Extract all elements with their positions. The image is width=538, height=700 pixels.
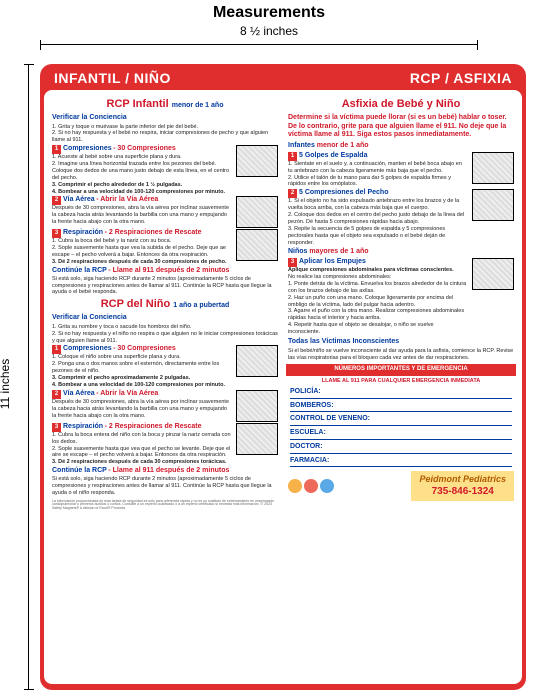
header-left: INFANTIL / NIÑO: [54, 70, 171, 86]
all-victims-text: Si el bebé/niño se vuelve inconsciente a…: [288, 348, 514, 362]
contact-bomberos: BOMBEROS:: [290, 399, 512, 413]
height-label: 11 inches: [0, 359, 12, 409]
infants-label: Infantes menor de 1 año: [288, 142, 514, 151]
horizontal-ruler: [40, 40, 478, 50]
child-step-3: 3Respiración - 2 Respiraciones de Rescat…: [52, 423, 278, 466]
card-header: INFANTIL / NIÑO RCP / ASFIXIA: [44, 68, 522, 90]
infant-step-1: 1Compresiones - 30 Compresiones 1. Acues…: [52, 145, 278, 195]
illustration-compressions-child: [236, 345, 278, 377]
contact-farmacia: FARMACIA:: [290, 454, 512, 468]
card: INFANTIL / NIÑO RCP / ASFIXIA RCP Infant…: [40, 64, 526, 690]
all-victims-title: Todas las Víctimas Inconscientes: [288, 338, 514, 347]
measurements-title: Measurements: [0, 0, 538, 24]
footer-logo-row: Peidmont Pediatrics 735-846-1324: [288, 471, 514, 501]
practice-name: Peidmont Pediatrics: [419, 474, 506, 485]
infant-continue: Continúe la RCP - Llame al 911 después d…: [52, 267, 278, 296]
left-column: RCP Infantil menor de 1 año Verificar la…: [52, 96, 278, 511]
fineprint: La información proporcionada en esta tar…: [52, 500, 278, 512]
rcp-nino-title: RCP del Niño 1 año a pubertad: [52, 298, 278, 312]
illustration-airway-infant: [236, 196, 278, 228]
practice-phone: 735-846-1324: [419, 486, 506, 499]
child-step-1: 1Compresiones - 30 Compresiones 1. Coloq…: [52, 345, 278, 388]
child-continue: Continúe la RCP - Llame al 911 después d…: [52, 467, 278, 496]
illustration-compressions-infant: [236, 145, 278, 177]
right-column: Asfixia de Bebé y Niño Determine si la v…: [288, 96, 514, 511]
practice-logo: Peidmont Pediatrics 735-846-1324: [411, 471, 514, 501]
check-lines: 1. Grita y toque o muévase la parte infe…: [52, 124, 278, 145]
emergency-sub: LLAME AL 911 PARA CUALQUIER EMERGENCIA I…: [288, 378, 514, 385]
header-right: RCP / ASFIXIA: [410, 70, 512, 86]
contact-escuela: ESCUELA:: [290, 426, 512, 440]
illustration-breathing-child: [236, 423, 278, 455]
check-conscience-title-2: Verificar la Conciencia: [52, 314, 278, 323]
contact-policia: POLICÍA:: [290, 385, 512, 399]
contact-veneno: CONTROL DE VENENO:: [290, 412, 512, 426]
emergency-band: NÚMEROS IMPORTANTES Y DE EMERGENCIA: [286, 364, 516, 376]
kids-icon: [288, 479, 334, 493]
illustration-back-blows: [472, 152, 514, 184]
check2-lines: 1. Grita su nombre y toca o sacude los h…: [52, 324, 278, 345]
infant-step-3: 3Respiración - 2 Respiraciones de Rescat…: [52, 229, 278, 266]
choking-step-2: 25 Compresiones del Pecho 1. Si el objet…: [288, 189, 514, 246]
illustration-airway-child: [236, 390, 278, 422]
child-step-2: 2Vía Aérea - Abrir la Vía Aérea Después …: [52, 390, 278, 422]
contact-doctor: DOCTOR:: [290, 440, 512, 454]
card-body: RCP Infantil menor de 1 año Verificar la…: [44, 90, 522, 684]
asfixia-title: Asfixia de Bebé y Niño: [288, 98, 514, 112]
choking-step-1: 15 Golpes de Espalda 1. Sientate en el s…: [288, 152, 514, 189]
illustration-breathing-infant: [236, 229, 278, 261]
vertical-ruler: 11 inches: [4, 64, 36, 690]
illustration-chest-thrust: [472, 189, 514, 221]
infant-step-2: 2Vía Aérea - Abrir la Vía Aérea Después …: [52, 196, 278, 228]
ninos-label: Niños mayores de 1 año: [288, 248, 514, 257]
rcp-infantil-title: RCP Infantil menor de 1 año: [52, 98, 278, 112]
asfixia-intro: Determine si la víctima puede llorar (si…: [288, 114, 514, 140]
illustration-abdominal-thrust: [472, 258, 514, 290]
choking-step-3: 3Aplicar los Empujes Aplique compresione…: [288, 258, 514, 336]
check-conscience-title: Verificar la Conciencia: [52, 114, 278, 123]
width-label: 8 ½ inches: [0, 24, 538, 40]
